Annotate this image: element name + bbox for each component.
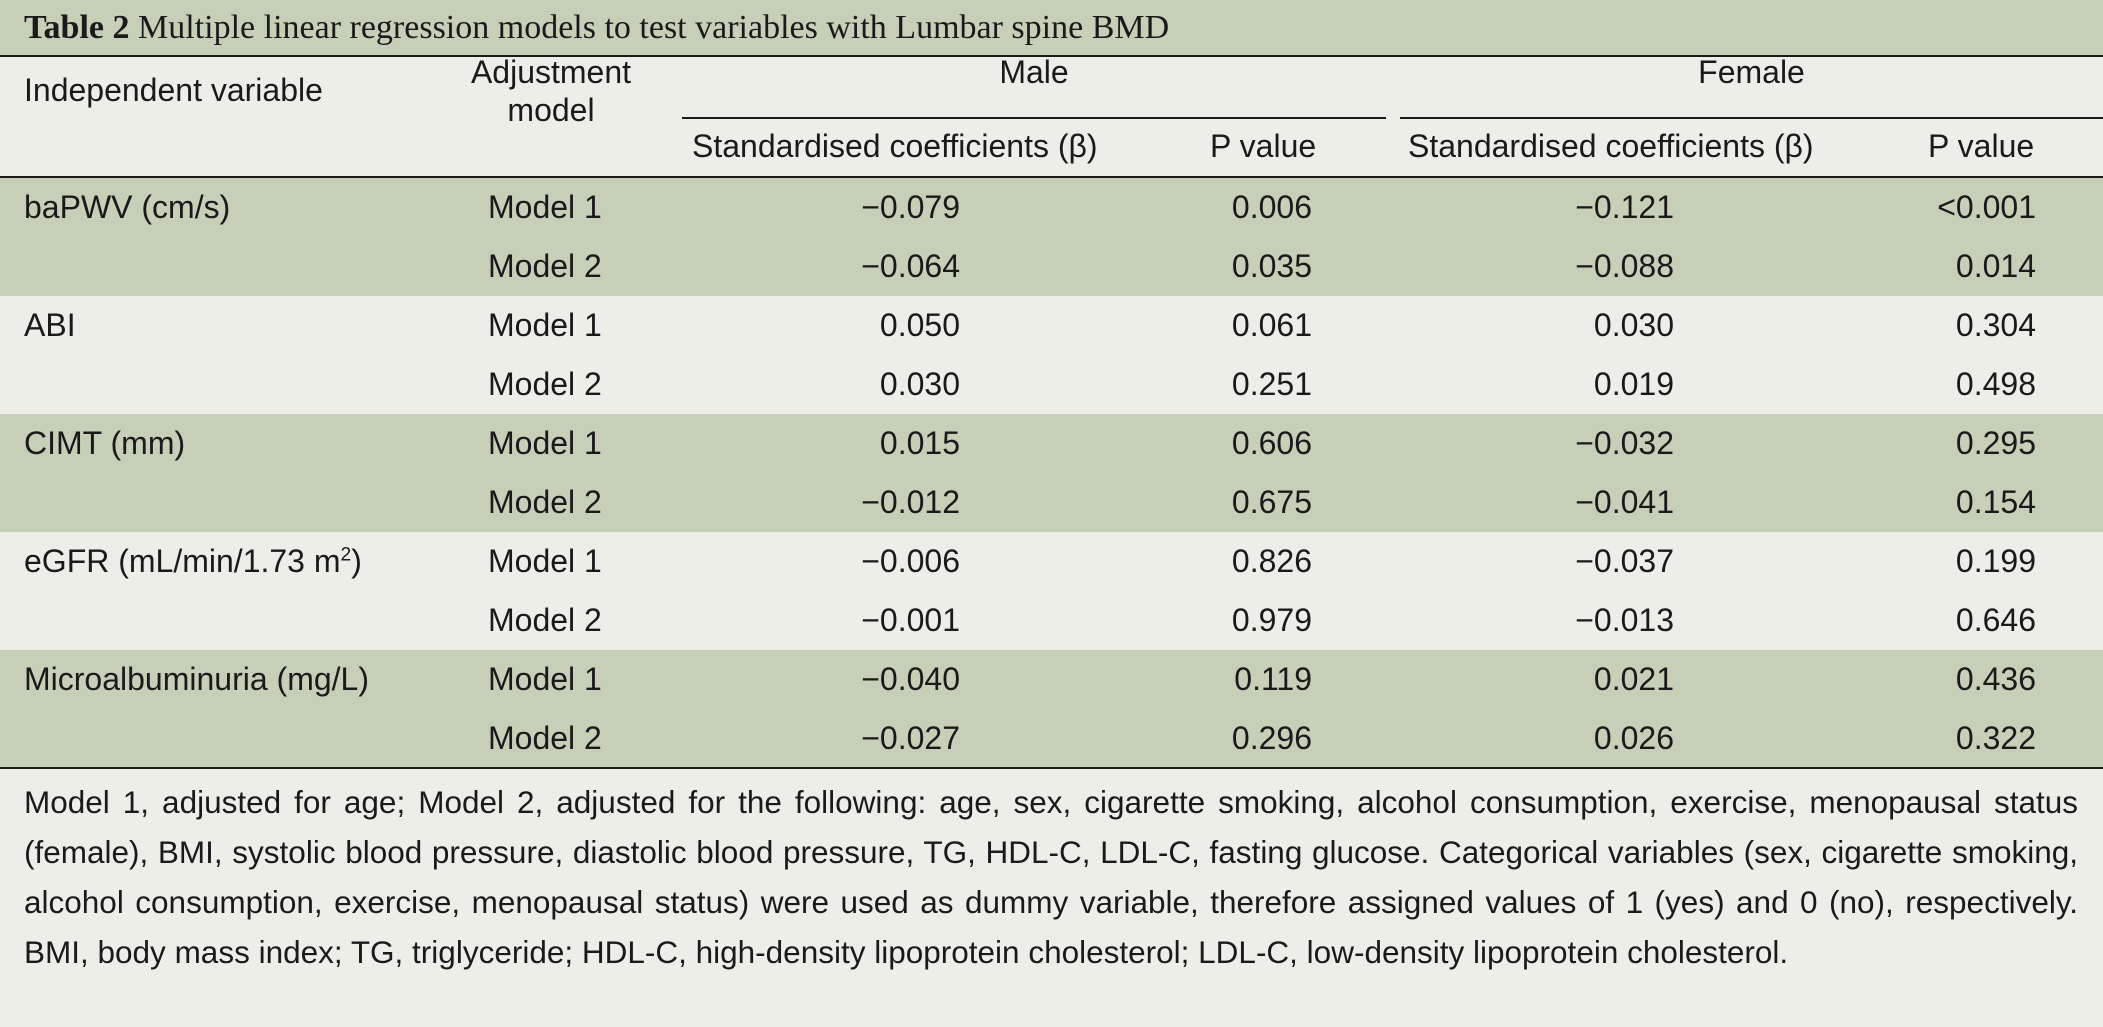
header-male-std-coef: Standardised coefficients (β) xyxy=(692,128,1098,164)
model-cell: Model 2 xyxy=(488,366,602,402)
female-beta-cell: −0.032 xyxy=(1575,425,1674,461)
table-row: Model 2 0.030 0.251 0.019 0.498 xyxy=(0,355,2103,414)
male-p-cell: 0.251 xyxy=(1231,366,1312,402)
model-cell: Model 2 xyxy=(488,248,602,284)
female-p-cell: 0.646 xyxy=(1955,602,2036,638)
table-row: eGFR (mL/min/1.73 m2) Model 1 −0.006 0.8… xyxy=(0,532,2103,591)
table-row: Model 2 −0.027 0.296 0.026 0.322 xyxy=(0,709,2103,767)
variable-cell: eGFR (mL/min/1.73 m2) xyxy=(24,542,362,580)
male-beta-cell: 0.050 xyxy=(879,307,960,343)
table-title-bar: Table 2 Multiple linear regression model… xyxy=(0,0,2103,57)
male-beta-cell: −0.012 xyxy=(861,484,960,520)
male-p-cell: 0.061 xyxy=(1231,307,1312,343)
female-beta-cell: −0.121 xyxy=(1575,189,1674,225)
female-beta-cell: −0.088 xyxy=(1575,248,1674,284)
female-p-cell: <0.001 xyxy=(1937,189,2036,225)
table-row: CIMT (mm) Model 1 0.015 0.606 −0.032 0.2… xyxy=(0,414,2103,473)
model-cell: Model 2 xyxy=(488,484,602,520)
header-adjustment-model-line1: Adjustment xyxy=(470,54,632,90)
table-footnote: Model 1, adjusted for age; Model 2, adju… xyxy=(24,784,2078,970)
variable-cell: CIMT (mm) xyxy=(24,425,186,461)
female-beta-cell: −0.037 xyxy=(1575,543,1674,579)
variable-cell: ABI xyxy=(24,307,76,343)
header-female-p-value: P value xyxy=(1928,128,2035,164)
male-p-cell: 0.296 xyxy=(1231,720,1312,756)
model-cell: Model 2 xyxy=(488,602,602,638)
model-cell: Model 1 xyxy=(488,661,602,697)
header-independent-variable: Independent variable xyxy=(24,72,323,108)
table-title: Table 2 Multiple linear regression model… xyxy=(24,8,1169,48)
table-row: Model 2 −0.001 0.979 −0.013 0.646 xyxy=(0,591,2103,650)
model-cell: Model 1 xyxy=(488,307,602,343)
female-beta-cell: −0.013 xyxy=(1575,602,1674,638)
variable-cell: Microalbuminuria (mg/L) xyxy=(24,661,369,697)
table-number: Table 2 xyxy=(24,9,130,46)
superscript: 2 xyxy=(340,544,352,566)
table-header: Independent variable Adjustment model Ma… xyxy=(0,54,2103,178)
male-p-cell: 0.119 xyxy=(1234,661,1312,697)
male-beta-cell: 0.015 xyxy=(879,425,960,461)
male-group-rule xyxy=(682,117,1386,119)
model-cell: Model 2 xyxy=(488,720,602,756)
table-row: ABI Model 1 0.050 0.061 0.030 0.304 xyxy=(0,296,2103,355)
female-p-cell: 0.295 xyxy=(1955,425,2036,461)
female-beta-cell: 0.019 xyxy=(1593,366,1674,402)
variable-text-after: ) xyxy=(351,543,362,579)
table-row: Model 2 −0.064 0.035 −0.088 0.014 xyxy=(0,237,2103,296)
male-p-cell: 0.606 xyxy=(1231,425,1312,461)
male-beta-cell: −0.006 xyxy=(861,543,960,579)
female-p-cell: 0.322 xyxy=(1955,720,2036,756)
header-adjustment-model-line2: model xyxy=(507,92,595,128)
female-p-cell: 0.304 xyxy=(1955,307,2036,343)
table-bottom-rule xyxy=(0,767,2103,769)
female-p-cell: 0.014 xyxy=(1955,248,2036,284)
male-beta-cell: −0.040 xyxy=(861,661,960,697)
header-male: Male xyxy=(999,54,1069,90)
variable-text: eGFR (mL/min/1.73 m xyxy=(24,543,341,579)
male-beta-cell: −0.064 xyxy=(861,248,960,284)
female-p-cell: 0.436 xyxy=(1955,661,2036,697)
male-beta-cell: −0.079 xyxy=(861,189,960,225)
male-p-cell: 0.979 xyxy=(1231,602,1312,638)
male-beta-cell: −0.027 xyxy=(861,720,960,756)
female-p-cell: 0.199 xyxy=(1955,543,2036,579)
male-p-cell: 0.006 xyxy=(1231,189,1312,225)
female-beta-cell: 0.021 xyxy=(1593,661,1674,697)
male-p-cell: 0.675 xyxy=(1231,484,1312,520)
female-group-rule xyxy=(1400,117,2103,119)
variable-cell: baPWV (cm/s) xyxy=(24,189,231,225)
model-cell: Model 1 xyxy=(488,543,602,579)
model-cell: Model 1 xyxy=(488,189,602,225)
female-p-cell: 0.154 xyxy=(1955,484,2036,520)
male-beta-cell: −0.001 xyxy=(861,602,960,638)
female-beta-cell: 0.030 xyxy=(1593,307,1674,343)
male-p-cell: 0.035 xyxy=(1231,248,1312,284)
table-row: Microalbuminuria (mg/L) Model 1 −0.040 0… xyxy=(0,650,2103,709)
header-female: Female xyxy=(1698,54,1805,90)
male-beta-cell: 0.030 xyxy=(879,366,960,402)
female-p-cell: 0.498 xyxy=(1955,366,2036,402)
header-female-std-coef: Standardised coefficients (β) xyxy=(1408,128,1814,164)
female-beta-cell: −0.041 xyxy=(1575,484,1674,520)
male-p-cell: 0.826 xyxy=(1231,543,1312,579)
model-cell: Model 1 xyxy=(488,425,602,461)
table-row: baPWV (cm/s) Model 1 −0.079 0.006 −0.121… xyxy=(0,178,2103,237)
female-beta-cell: 0.026 xyxy=(1593,720,1674,756)
table-caption: Multiple linear regression models to tes… xyxy=(138,9,1170,46)
table-row: Model 2 −0.012 0.675 −0.041 0.154 xyxy=(0,473,2103,532)
header-male-p-value: P value xyxy=(1210,128,1317,164)
